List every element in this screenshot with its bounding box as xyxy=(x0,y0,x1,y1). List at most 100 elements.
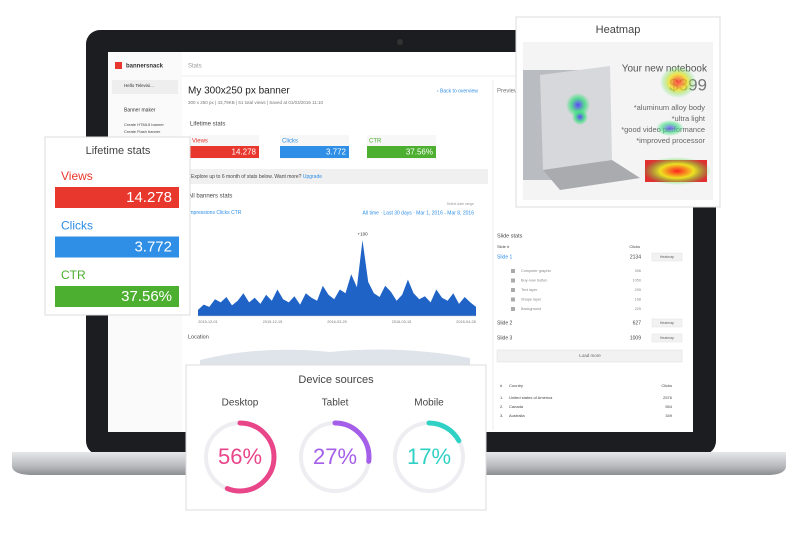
tab[interactable]: CTR xyxy=(231,210,242,216)
heat-spot xyxy=(572,109,588,125)
item-icon xyxy=(511,288,515,292)
slide-clicks: 627 xyxy=(633,320,642,326)
heat-spot xyxy=(656,120,684,136)
notice-bar xyxy=(188,169,488,184)
heatmap-button[interactable] xyxy=(651,252,683,262)
item-icon xyxy=(511,278,515,283)
x-tick-label: 2015-12-15 xyxy=(263,320,282,324)
section-label: Stats xyxy=(188,64,202,70)
country-clicks: 2576 xyxy=(663,395,673,400)
device-name: Desktop xyxy=(222,398,259,409)
device-donuts: Desktop 56% Tablet 27% Mobile 17% xyxy=(203,398,466,494)
slide-table: Slide 1 2134 Heatmap Computer graphic 396 Buy… xyxy=(497,252,683,343)
country: United states of America xyxy=(509,395,553,400)
tab[interactable]: Clicks xyxy=(216,210,230,216)
card-title: Lifetime stats xyxy=(86,145,151,157)
heatmap-action[interactable]: Heatmap xyxy=(660,336,674,340)
brand-logo xyxy=(115,62,122,69)
col-header: Clicks xyxy=(661,383,672,388)
menu-link[interactable]: Create HTML5 banner xyxy=(124,122,164,127)
heat-spot xyxy=(660,66,696,98)
stat-name: Views xyxy=(61,169,93,183)
location-title: Location xyxy=(188,334,209,340)
country: Canada xyxy=(509,404,524,409)
donut-arc xyxy=(392,420,466,494)
select-range: Select date range xyxy=(447,202,474,206)
notebook-keyboard xyxy=(543,160,640,190)
menu-link[interactable]: Create Flash banner xyxy=(124,129,161,134)
menu-title[interactable]: Banner maker xyxy=(124,107,156,113)
item-clicks: 168 xyxy=(635,298,641,302)
item-name: Computer graphic xyxy=(521,269,551,273)
slide-stats-title: Slide stats xyxy=(497,233,523,239)
col-header: Slide # xyxy=(497,244,510,249)
tabs: Impressions Clicks CTR xyxy=(188,210,242,216)
stat-bar xyxy=(367,146,436,158)
heatmap-button[interactable] xyxy=(651,318,683,328)
slide-clicks: 1009 xyxy=(630,335,641,341)
slide-name[interactable]: Slide 1 xyxy=(497,254,513,260)
peak-label: +100 xyxy=(357,231,368,236)
slide-name[interactable]: Slide 2 xyxy=(497,320,513,326)
tab[interactable]: Impressions xyxy=(188,210,215,216)
col-header: # xyxy=(500,383,503,388)
date-ranges[interactable]: All time · Last 30 days · Mar 1, 2016 - … xyxy=(363,210,475,216)
banner-title: My 300x250 px banner xyxy=(188,86,290,97)
x-tick-label: 2016-03-15 xyxy=(392,320,411,324)
device-share: 56% xyxy=(218,444,262,469)
country-clicks: 349 xyxy=(665,413,672,418)
feature: *ultra light xyxy=(672,114,706,123)
donut-arc xyxy=(203,420,277,494)
upgrade-link[interactable]: Upgrade xyxy=(303,174,322,180)
camera xyxy=(397,39,403,45)
x-tick-label: 2015-12-01 xyxy=(198,320,217,324)
stat-bar xyxy=(190,146,259,158)
user-box xyxy=(112,80,178,94)
feature: *aluminum alloy body xyxy=(634,103,706,112)
item-name: Text layer xyxy=(521,288,538,292)
stat-name: Views xyxy=(192,139,208,145)
stat-value: 37.56% xyxy=(121,288,172,305)
device-share: 27% xyxy=(313,444,357,469)
lifetime-title: Lifetime stats xyxy=(190,122,225,128)
heat-spot xyxy=(643,157,711,185)
notice: Explore up to 6 month of stats below. Wa… xyxy=(191,174,302,180)
donut-arc xyxy=(298,420,372,494)
stat-value: 3.772 xyxy=(134,238,172,255)
country-table: 1. United states of America 2576 2. Canada 55… xyxy=(500,395,673,418)
load-more-button[interactable] xyxy=(496,349,683,363)
lifetime-card xyxy=(44,136,191,316)
device-share: 17% xyxy=(407,444,451,469)
all-banners-title: All banners stats xyxy=(188,194,232,200)
rank: 2. xyxy=(500,404,503,409)
stat-bar xyxy=(55,286,179,307)
load-more[interactable]: Load more xyxy=(579,353,601,358)
x-tick-label: 2016-04-28 xyxy=(456,320,475,324)
stat-name: CTR xyxy=(61,268,86,282)
slide-clicks: 2134 xyxy=(630,254,641,260)
heatmap-action[interactable]: Heatmap xyxy=(660,321,674,325)
area-chart: +100 2015-12-01 2015-12-15 2016-03-29 2016-0… xyxy=(198,231,476,324)
country: Australia xyxy=(509,413,525,418)
heatmap-action[interactable]: Heatmap xyxy=(660,255,674,259)
feature: *improved processor xyxy=(636,136,705,145)
slide-name[interactable]: Slide 3 xyxy=(497,335,513,341)
user[interactable]: Hello Televisi... xyxy=(124,83,154,88)
stat-bar xyxy=(280,146,349,158)
item-clicks: 225 xyxy=(635,307,641,311)
country-clicks: 554 xyxy=(665,404,672,409)
stat-name: Clicks xyxy=(61,219,93,233)
lifetime-card-stats: Views 14.278 Clicks 3.772 CTR 37.56% xyxy=(55,169,179,307)
device-card xyxy=(185,364,487,511)
stat-bar xyxy=(55,187,179,208)
stat-value: 37.56% xyxy=(406,148,433,157)
x-tick-label: 2016-03-29 xyxy=(327,320,346,324)
stat-bar xyxy=(55,236,179,258)
heatmap-button[interactable] xyxy=(651,333,683,343)
back-link[interactable]: ‹ Back to overview xyxy=(437,88,478,94)
card-title: Heatmap xyxy=(596,24,641,36)
stat-name: CTR xyxy=(369,139,382,145)
stat-value: 14.278 xyxy=(126,189,172,206)
